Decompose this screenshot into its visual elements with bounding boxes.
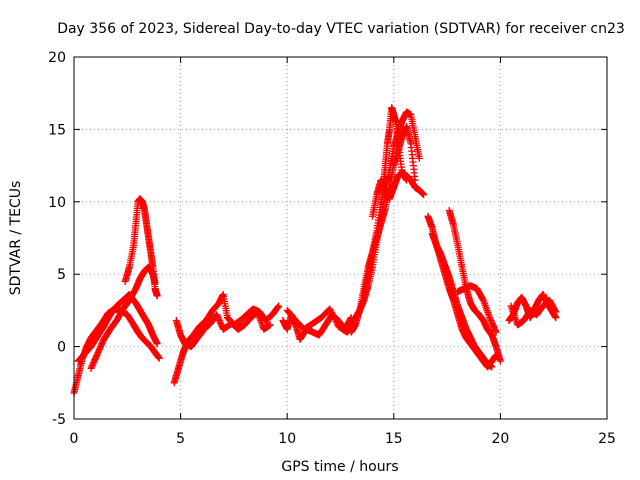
- y-axis-label: SDTVAR / TECUs: [8, 181, 24, 296]
- data-point: [153, 340, 161, 348]
- x-tick-label: 5: [176, 431, 185, 447]
- chart-title: Day 356 of 2023, Sidereal Day-to-day VTE…: [57, 21, 625, 37]
- y-tick-label: 20: [48, 50, 66, 66]
- data-point: [275, 302, 283, 310]
- y-tick-label: 0: [57, 340, 66, 356]
- data-point: [496, 357, 504, 365]
- series-track-d: [121, 195, 161, 300]
- series-track-r: [507, 296, 560, 329]
- series-track-n: [428, 230, 496, 371]
- series-track-f: [172, 308, 274, 351]
- series-track-b: [74, 290, 161, 365]
- y-tick-label: -5: [52, 412, 66, 428]
- y-tick-label: 15: [48, 122, 66, 138]
- series-track-e: [170, 290, 283, 387]
- x-tick-label: 25: [598, 431, 616, 447]
- data-point: [266, 321, 274, 329]
- data-point: [420, 191, 428, 199]
- data-point: [552, 308, 560, 316]
- y-tick-label: 10: [48, 195, 66, 211]
- data-point: [415, 154, 423, 162]
- data-point: [492, 328, 500, 336]
- grid-lines: [74, 57, 607, 419]
- series-track-p: [454, 282, 500, 336]
- data-point: [488, 363, 496, 371]
- x-axis-label: GPS time / hours: [281, 459, 398, 475]
- plot-frame: [73, 56, 608, 420]
- series-track-l: [368, 169, 428, 220]
- x-tick-label: 10: [278, 431, 296, 447]
- data-point: [155, 354, 163, 362]
- y-tick-label: 5: [57, 267, 66, 283]
- x-tick-label: 15: [385, 431, 403, 447]
- series-track-c: [87, 263, 159, 372]
- x-tick-label: 0: [70, 431, 79, 447]
- x-tick-label: 20: [491, 431, 509, 447]
- series-track-o: [445, 206, 504, 365]
- data-points: [70, 104, 560, 397]
- data-point: [153, 292, 161, 300]
